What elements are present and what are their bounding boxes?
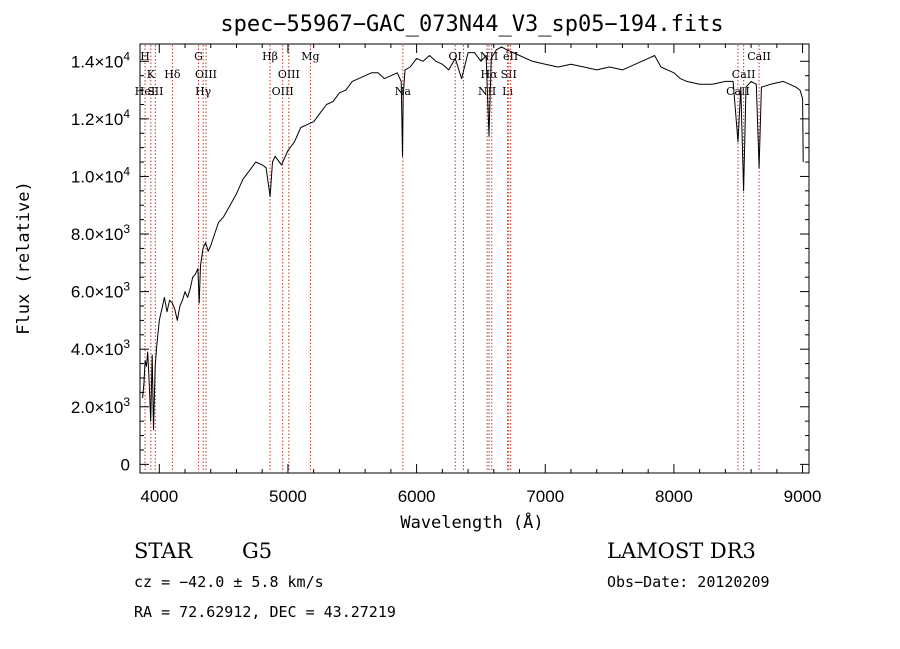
spectrum-series [142,46,804,431]
line-marker-label: SII [147,85,163,98]
object-subclass: G5 [242,539,273,563]
line-marker-label: HeI [135,85,155,98]
line-marker-label: G [194,50,203,63]
line-marker-label: Hβ [262,50,278,63]
spectral-line-markers: HHeIKSIIHδGHγOIIIHβOIIIOIIIMgNaOINIINIIH… [135,45,771,472]
line-marker-label: Hγ [195,85,212,98]
line-marker-label: OIII [272,85,294,98]
survey-name: LAMOST DR3 [607,539,756,563]
x-tick-label: 5000 [269,487,307,506]
redshift-velocity: cz = −42.0 ± 5.8 km/s [134,573,324,591]
x-axis-ticks: 4000 5000 6000 7000 8000 9000 [140,44,821,506]
object-class: STAR [134,539,193,563]
line-marker-label: CaII [747,50,771,63]
y-tick-label: 8.0×103 [71,222,130,244]
line-marker-label: Li [502,85,513,98]
x-tick-label: 7000 [526,487,564,506]
x-axis-label: Wavelength (Å) [400,511,543,533]
x-tick-label: 6000 [398,487,436,506]
x-tick-label: 4000 [140,487,178,506]
y-tick-label: 2.0×103 [71,395,130,417]
y-tick-label: 1.4×104 [71,49,130,71]
line-marker-label: NII [480,50,498,63]
line-marker-label: Hα [481,68,499,81]
y-axis-ticks: 0 2.0×103 4.0×103 6.0×103 8.0×103 1.0×104 1.2×… [71,49,809,474]
y-tick-label: 0 [121,455,130,474]
line-marker-label: Hδ [164,68,181,81]
plot-frame [139,43,810,474]
line-marker-label: OIII [195,68,217,81]
line-marker-label: OI [449,50,462,63]
spectrum-line [142,46,804,431]
y-tick-label: 1.2×104 [71,107,130,129]
line-marker-label: SII [501,68,517,81]
line-marker-label: K [147,68,156,81]
line-marker-label: CaII [732,68,756,81]
x-tick-label: 9000 [784,487,822,506]
observation-date: Obs−Date: 20120209 [607,573,770,591]
chart-title: spec−55967−GAC_073N44_V3_sp05−194.fits [220,12,723,37]
line-marker-label: H [140,50,150,63]
x-tick-label: 8000 [655,487,693,506]
line-marker-label: Mg [301,50,319,63]
y-tick-label: 4.0×103 [71,337,130,359]
y-tick-label: 1.0×104 [71,164,130,186]
y-tick-label: 6.0×103 [71,280,130,302]
sky-coordinates: RA = 72.62912, DEC = 43.27219 [134,603,396,621]
line-marker-label: OIII [278,68,300,81]
y-axis-label: Flux (relative) [14,181,34,335]
